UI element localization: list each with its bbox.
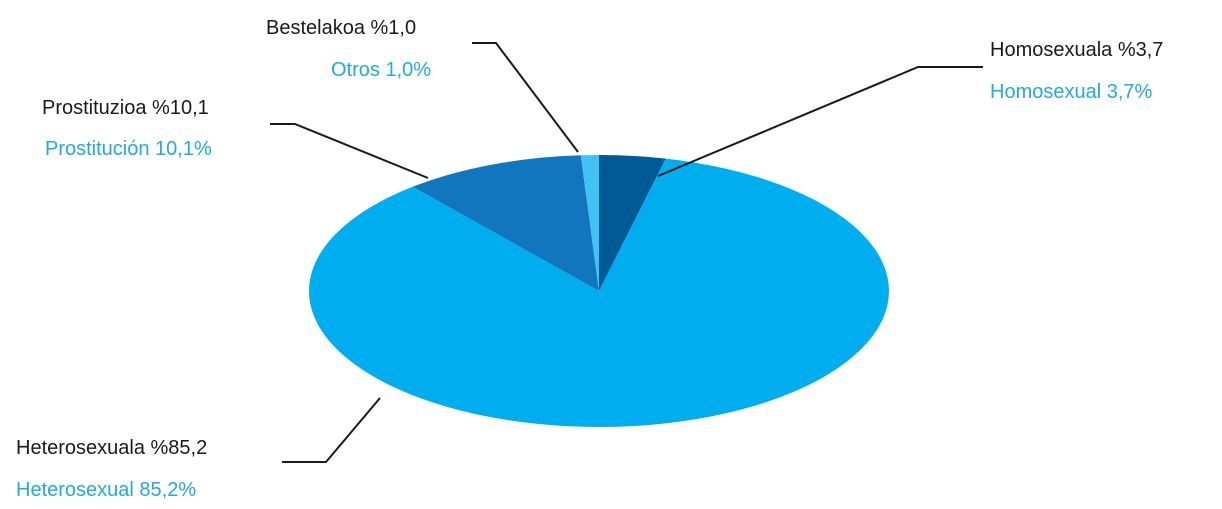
slice-label-es-1: Heterosexual 85,2%: [16, 479, 196, 501]
slice-label-eu-2: Prostituzioa %10,1: [42, 97, 209, 119]
leader-line-3: [472, 42, 579, 153]
slice-label-eu-0: Homosexuala %3,7: [990, 39, 1163, 61]
slice-label-es-3: Otros 1,0%: [331, 59, 431, 81]
pie-slice-0: [599, 155, 666, 291]
pie-slice-1: [309, 158, 890, 428]
leader-line-1: [282, 397, 381, 463]
slice-label-es-2: Prostitución 10,1%: [45, 138, 212, 160]
slice-label-eu-1: Heterosexuala %85,2: [16, 437, 207, 459]
leader-line-2: [270, 123, 429, 179]
leader-line-0: [657, 66, 983, 177]
pie-slices: [309, 155, 890, 428]
callout-labels: Homosexuala %3,7 Homosexual 3,7% Heterosex…: [16, 17, 1163, 501]
pie-slice-3: [580, 155, 599, 291]
slice-label-es-0: Homosexual 3,7%: [990, 81, 1153, 103]
pie-slice-2: [412, 155, 599, 291]
slice-label-eu-3: Bestelakoa %1,0: [266, 17, 416, 39]
